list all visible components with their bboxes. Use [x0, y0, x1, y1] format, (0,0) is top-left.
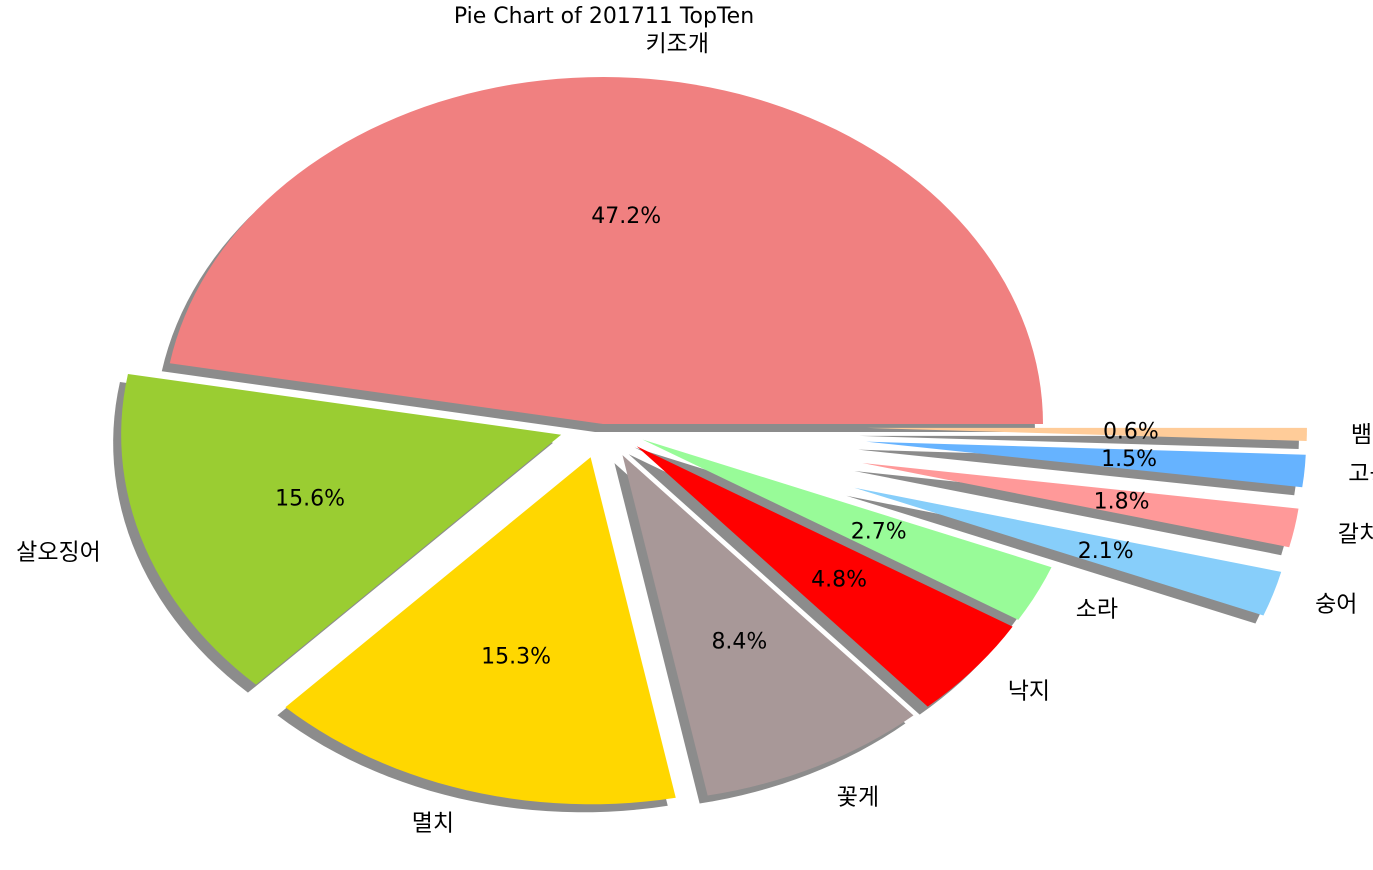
slice-1 [169, 77, 1044, 424]
slice-9-label: 고등어 [1348, 461, 1373, 487]
slice-4-label: 꽃게 [837, 784, 879, 810]
slice-4 [622, 455, 914, 796]
slice-3-label: 멸치 [412, 811, 454, 837]
slice-8-shadow [854, 471, 1291, 556]
slice-6 [642, 439, 1052, 620]
slice-10-shadow [858, 435, 1299, 449]
label-layer: 키조개 47.2% 살오징어 15.6% 멸치 15.3% 꽃게 8.4% 낙지 4.8% 소라 2.… [16, 31, 1373, 837]
slice-6-percent-label: 2.7% [851, 520, 907, 545]
slice-9-percent-label: 1.5% [1101, 447, 1157, 472]
slice-9 [866, 441, 1306, 488]
chart-title: Pie Chart of 201711 TopTen [454, 4, 754, 29]
slice-1-percent-label: 47.2% [591, 204, 661, 229]
slice-8-percent-label: 1.8% [1094, 490, 1150, 515]
slice-layer [121, 77, 1307, 805]
slice-3-percent-label: 15.3% [481, 645, 551, 670]
slice-10 [866, 427, 1307, 441]
slice-3 [285, 457, 676, 805]
slice-7-percent-label: 2.1% [1078, 539, 1134, 564]
slice-8 [862, 463, 1299, 548]
slice-2-label: 살오징어 [16, 540, 101, 566]
slice-2 [121, 373, 562, 685]
slice-7-label: 숭어 [1315, 592, 1357, 618]
slice-5-label: 낙지 [1008, 678, 1050, 704]
slice-1-label: 키조개 [646, 31, 709, 57]
slice-7-shadow [846, 495, 1274, 624]
slice-4-percent-label: 8.4% [711, 629, 767, 654]
slice-10-label: 뱀장어 [1351, 422, 1373, 448]
slice-5 [636, 446, 1013, 707]
slice-5-percent-label: 4.8% [811, 568, 867, 593]
slice-2-percent-label: 15.6% [275, 487, 345, 512]
slice-10-percent-label: 0.6% [1103, 419, 1159, 444]
slice-8-label: 갈치류 [1338, 522, 1373, 548]
slice-7 [854, 487, 1282, 616]
slice-6-label: 소라 [1076, 597, 1118, 623]
